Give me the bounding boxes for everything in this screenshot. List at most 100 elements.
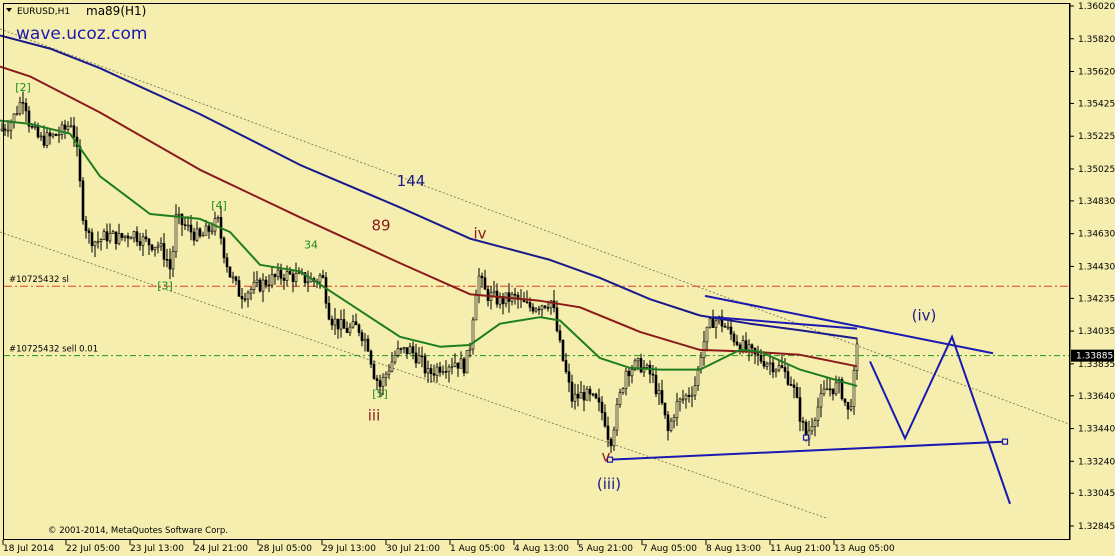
- candle: [660, 379, 664, 406]
- wave-label-12: (iv): [912, 306, 937, 324]
- candle: [666, 411, 670, 441]
- candle-body: [666, 414, 670, 431]
- candle-body: [237, 280, 241, 297]
- candle-body: [846, 401, 850, 410]
- candle: [318, 272, 322, 289]
- candle-body: [792, 384, 796, 388]
- candle: [225, 253, 229, 273]
- candle-body: [378, 380, 382, 387]
- candle: [852, 366, 856, 415]
- candle: [327, 296, 331, 321]
- candle-body: [36, 126, 40, 138]
- y-tick-label: 1.33240: [1078, 457, 1115, 467]
- candle-body: [144, 236, 148, 240]
- candle-body: [408, 346, 412, 355]
- candle-body: [330, 318, 334, 326]
- candle: [381, 373, 385, 396]
- candle-body: [339, 319, 343, 330]
- candle: [339, 309, 343, 338]
- chart-menu-icon[interactable]: [6, 8, 12, 12]
- candle-body: [441, 371, 445, 373]
- candle: [135, 226, 139, 247]
- candle-body: [234, 276, 238, 281]
- candle-body: [678, 398, 682, 402]
- time-axis[interactable]: 18 Jul 2014 22 Jul 05:00 23 Jul 13:00 24 Ju…: [2, 540, 895, 554]
- candle-body: [744, 340, 748, 351]
- x-tick-label: 28 Jul 05:00: [258, 544, 312, 554]
- candle-body: [729, 326, 733, 335]
- candle: [822, 380, 826, 397]
- candle: [141, 232, 145, 256]
- candle-body: [756, 353, 760, 356]
- candle-body: [243, 298, 247, 301]
- price-axis[interactable]: 1.36020 1.35820 1.35620 1.35425 1.35225 1.350…: [1070, 2, 1115, 532]
- candle-body: [429, 368, 433, 375]
- candle-body: [141, 236, 145, 246]
- candle-body: [201, 234, 205, 237]
- candle-body: [597, 397, 601, 403]
- candle-body: [222, 237, 226, 259]
- candle: [162, 233, 166, 267]
- candle: [69, 117, 73, 128]
- y-tick-label: 1.34035: [1078, 327, 1115, 337]
- candle: [351, 314, 355, 329]
- candle: [54, 133, 58, 137]
- candle: [462, 356, 466, 377]
- candle-body: [411, 346, 415, 354]
- candle-body: [843, 398, 847, 403]
- candle: [417, 347, 421, 364]
- candle: [609, 437, 613, 454]
- candle-body: [774, 369, 778, 373]
- candle-body: [573, 393, 577, 402]
- candle-body: [168, 259, 172, 270]
- candle: [387, 364, 391, 380]
- candle-body: [549, 300, 553, 309]
- candle: [564, 352, 568, 375]
- candle-body: [117, 233, 121, 244]
- candle-body: [57, 134, 61, 136]
- wave-label-7: 89: [371, 216, 390, 234]
- candle-body: [306, 281, 310, 284]
- candle-body: [261, 279, 265, 292]
- candle-body: [150, 244, 154, 251]
- candle: [126, 232, 130, 248]
- candle: [726, 321, 730, 330]
- candle-body: [6, 129, 10, 132]
- x-tick-label: 30 Jul 21:00: [386, 544, 440, 554]
- candle: [441, 365, 445, 376]
- candle-body: [9, 122, 13, 131]
- candle-body: [543, 305, 547, 308]
- candle-body: [810, 426, 814, 432]
- candle-body: [438, 366, 442, 373]
- candle: [168, 248, 172, 280]
- candle: [552, 289, 556, 313]
- projection-line-2: [609, 440, 1006, 461]
- candle-body: [303, 272, 307, 284]
- candle: [627, 368, 631, 387]
- candle-body: [246, 292, 250, 300]
- x-tick-label: 7 Aug 05:00: [642, 544, 697, 554]
- candle-body: [693, 385, 697, 396]
- candle: [735, 334, 739, 347]
- candle: [369, 349, 373, 368]
- candle-body: [714, 320, 718, 328]
- y-tick-label: 1.35425: [1078, 99, 1115, 109]
- candle-body: [663, 402, 667, 416]
- candle: [57, 126, 61, 143]
- candle: [408, 342, 412, 355]
- candle-body: [762, 361, 766, 367]
- candle: [234, 275, 238, 286]
- candle: [813, 417, 817, 437]
- wave-label-3: [3]: [157, 279, 173, 292]
- candle-body: [627, 370, 631, 377]
- symbol-label: EURUSD,H1: [17, 7, 70, 17]
- candle: [27, 106, 31, 133]
- candle-body: [612, 429, 616, 447]
- candle: [366, 335, 370, 353]
- projection-line-3: [712, 316, 858, 330]
- candle-body: [30, 126, 34, 128]
- anchor-point-1: [606, 456, 614, 463]
- candle: [177, 206, 181, 225]
- candle: [423, 353, 427, 378]
